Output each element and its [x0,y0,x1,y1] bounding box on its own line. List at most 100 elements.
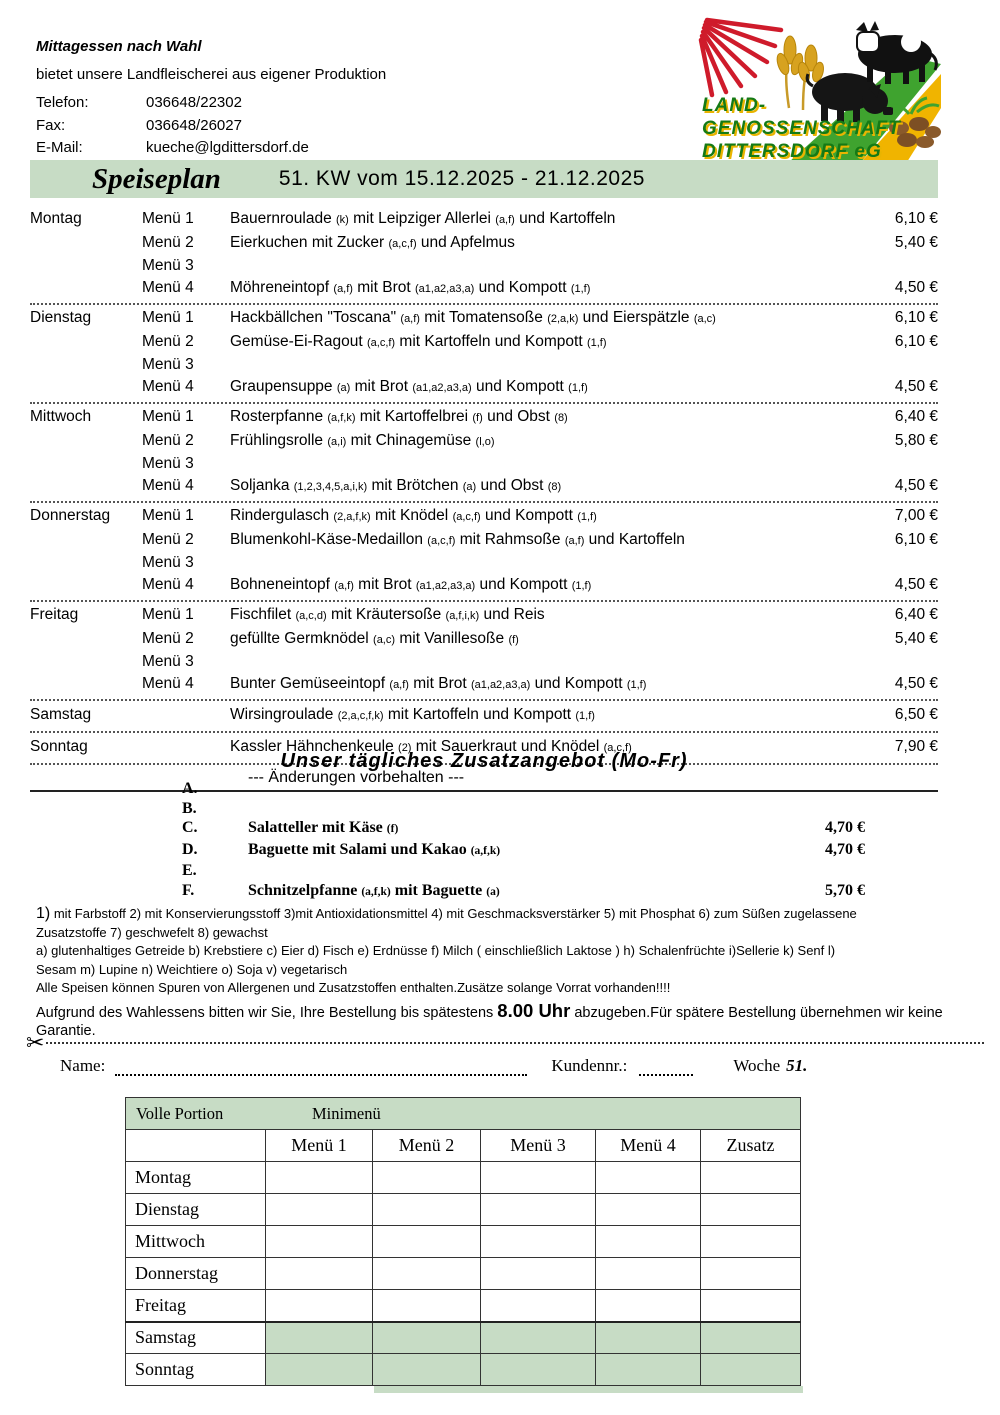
dish-price: 6,10 € [894,309,938,326]
footnote-additives-text: mit Farbstoff 2) mit Konservierungsstoff… [50,906,857,921]
extra-letter: C. [182,819,198,836]
allergen-codes: (a,f) [389,678,409,691]
dish-price [864,255,938,277]
banner: Speiseplan 51. KW vom 15.12.2025 - 21.12… [30,160,938,198]
order-cell-mittwoch-5[interactable] [700,1225,801,1258]
order-cell-dienstag-4[interactable] [595,1193,701,1226]
order-cell-montag-5[interactable] [700,1161,801,1194]
dish-description: Rindergulasch (2,a,f,k) mit Knödel (a,c,… [230,507,597,524]
email-label: E-Mail: [36,139,83,156]
phone-value: 036648/22302 [146,94,242,111]
extra-price: 4,70 € [825,819,865,836]
order-cell-montag-3[interactable] [480,1161,596,1194]
column-header-4: Menü 4 [595,1129,701,1162]
allergen-codes: (8) [554,412,568,424]
order-cell-montag-2[interactable] [372,1161,481,1194]
menu-row: Donnerstag Menü 1 Rindergulasch (2,a,f,k) … [30,505,938,529]
allergen-codes: (a,c,f) [366,336,396,349]
allergen-codes: (a,c,d) [295,610,327,622]
order-cell-sonntag-1[interactable] [265,1353,373,1386]
dish-description: Soljanka (1,2,3,4,5,a,i,k) mit Brötchen … [230,476,562,494]
order-cell-donnerstag-3[interactable] [480,1257,596,1290]
dish-description: Graupensuppe (a) mit Brot (a1,a2,a3,a) u… [230,377,588,395]
order-cell-sonntag-2[interactable] [372,1353,481,1386]
extras-list: A. B. C. Salatteller mit Käse (f) 4,70 € D. Ba… [30,779,938,902]
order-day-label: Dienstag [125,1193,266,1226]
allergen-codes: (a,f) [495,214,515,226]
dish-description: Fischfilet (a,c,d) mit Kräutersoße (a,f,… [230,606,545,623]
contact-block: Mittagessen nach Wahl bietet unsere Land… [36,38,386,160]
dish-description: Möhreneintopf (a,f) mit Brot (a1,a2,a3,a… [230,278,591,296]
order-cell-samstag-1[interactable] [265,1320,373,1354]
order-cell-montag-1[interactable] [265,1161,373,1194]
email-value: kueche@lgdittersdorf.de [146,139,309,156]
order-cell-samstag-3[interactable] [480,1320,596,1354]
order-cell-samstag-5[interactable] [700,1320,801,1354]
menu-number-label [142,703,230,728]
allergen-codes: (a,c,f) [452,511,481,523]
order-cell-donnerstag-2[interactable] [372,1257,481,1290]
order-cell-mittwoch-1[interactable] [265,1225,373,1258]
order-cell-donnerstag-4[interactable] [595,1257,701,1290]
order-cell-montag-4[interactable] [595,1161,701,1194]
customer-number-field[interactable] [639,1058,694,1076]
order-cell-freitag-5[interactable] [700,1289,801,1322]
order-cell-sonntag-4[interactable] [595,1353,701,1386]
order-cell-samstag-4[interactable] [595,1320,701,1354]
footnotes: 1) mit Farbstoff 2) mit Konservierungsst… [36,905,948,1041]
menu-row: Menü 4 Bunter Gemüseeintopf (a,f) mit Bro… [30,673,938,697]
section-divider [30,790,938,792]
order-cell-freitag-4[interactable] [595,1289,701,1322]
allergen-codes: (a,f) [564,534,585,547]
logo-wordmark: LAND-LAND- GENOSSENSCHAFTGENOSSENSCHAFT … [702,95,903,164]
extra-name: Schnitzelpfanne (a,f,k) mit Baguette (a) [248,881,500,899]
allergen-codes: (a) [486,885,500,898]
allergen-codes: (8) [547,480,562,493]
allergen-codes: (1,f) [577,511,597,523]
order-row-freitag: Freitag [125,1289,801,1322]
dish-price: 4,50 € [894,278,938,296]
dish-description: Frühlingsrolle (a,i) mit Chinagemüse (l,… [230,431,495,449]
order-cell-sonntag-3[interactable] [480,1353,596,1386]
dish-description: Gemüse-Ei-Ragout (a,c,f) mit Kartoffeln … [230,332,607,350]
order-cell-freitag-2[interactable] [372,1289,481,1322]
deadline-pre: Aufgrund des Wahlessens bitten wir Sie, … [36,1004,498,1021]
menu-day-samstag: Samstag Wirsingroulade (2,a,c,f,k) mit Ka… [30,701,938,733]
order-cell-mittwoch-4[interactable] [595,1225,701,1258]
menu-row: Menü 3 [30,354,938,376]
day-label: Samstag [30,706,92,723]
footnote-additives-1: 1) mit Farbstoff 2) mit Konservierungsst… [36,905,948,924]
day-label: Freitag [30,606,79,623]
extra-name [248,799,785,819]
order-day-label: Montag [125,1161,266,1194]
extra-letter: F. [182,881,195,899]
order-cell-dienstag-1[interactable] [265,1193,373,1226]
extra-item-row: B. [30,799,938,819]
order-day-label: Samstag [125,1320,266,1354]
order-cell-sonntag-5[interactable] [700,1353,801,1386]
day-label [30,331,142,355]
allergen-codes: (a) [336,381,351,394]
order-cell-dienstag-5[interactable] [700,1193,801,1226]
customer-number-label: Kundennr.: [551,1056,628,1075]
menu-number-label: Menü 2 [142,332,194,350]
order-cell-dienstag-2[interactable] [372,1193,481,1226]
dish-price: 6,10 € [894,210,938,227]
allergen-codes: (a,c,f) [427,534,456,547]
order-cell-freitag-1[interactable] [265,1289,373,1322]
portion-header-cell: Volle Portion Minimenü [125,1097,801,1130]
menu-number-label: Menü 4 [142,476,194,494]
order-cell-freitag-3[interactable] [480,1289,596,1322]
svg-text:GENOSSENSCHAFT: GENOSSENSCHAFT [704,120,903,141]
order-cell-donnerstag-1[interactable] [265,1257,373,1290]
name-field[interactable] [115,1058,528,1076]
dish-price: 4,50 € [894,575,938,593]
order-cell-samstag-2[interactable] [372,1320,481,1354]
order-cell-dienstag-3[interactable] [480,1193,596,1226]
order-cell-donnerstag-5[interactable] [700,1257,801,1290]
order-cell-mittwoch-3[interactable] [480,1225,596,1258]
menu-number-label: Menü 2 [142,530,194,548]
yellow-stripe [861,74,941,162]
order-cell-mittwoch-2[interactable] [372,1225,481,1258]
